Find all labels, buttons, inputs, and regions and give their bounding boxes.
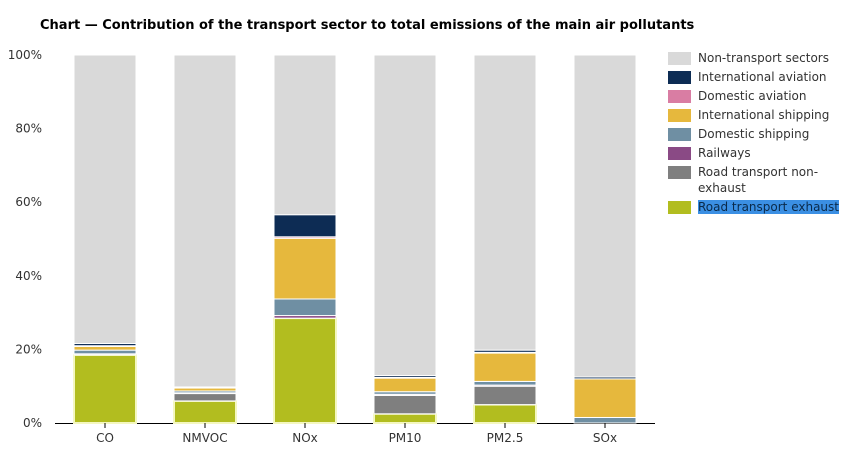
bar-segment[interactable]	[273, 298, 337, 317]
legend-item[interactable]: International shipping	[668, 107, 848, 123]
legend-item[interactable]: Domestic aviation	[668, 88, 848, 104]
legend-swatch	[668, 52, 691, 65]
chart-plot: 0% 20% 40% 60% 80% 100% CO NMVOC NOx PM10 PM2.5 SOx	[8, 48, 655, 445]
legend-label: Non-transport sectors	[698, 51, 829, 65]
bar-segment[interactable]	[373, 54, 437, 377]
bar-segment[interactable]	[573, 416, 637, 424]
bar-segment[interactable]	[573, 378, 637, 418]
legend-label: Railways	[698, 146, 751, 160]
bar-segment[interactable]	[273, 317, 337, 424]
x-tick-label: CO	[96, 431, 114, 445]
legend-swatch	[668, 201, 691, 214]
bar-segment[interactable]	[473, 403, 537, 425]
legend-item[interactable]: Railways	[668, 145, 848, 161]
legend-item[interactable]: Non-transport sectors	[668, 50, 848, 66]
legend-item[interactable]: Road transport non-exhaust	[668, 164, 848, 196]
legend-item[interactable]: Road transport exhaust	[668, 199, 848, 215]
bar-segment[interactable]	[73, 349, 137, 355]
bar-segment[interactable]	[373, 394, 437, 415]
bar-segment[interactable]	[273, 237, 337, 300]
y-tick-label: 40%	[15, 269, 42, 283]
legend-label: Domestic aviation	[698, 89, 807, 103]
x-tick-label: NMVOC	[182, 431, 227, 445]
bar-segment[interactable]	[173, 399, 237, 425]
bar-segment[interactable]	[73, 353, 137, 425]
bar-segment[interactable]	[573, 54, 637, 378]
bar-segment[interactable]	[73, 54, 137, 345]
legend-swatch	[668, 128, 691, 141]
legend-swatch	[668, 109, 691, 122]
bar-segment[interactable]	[473, 385, 537, 406]
bar-segment[interactable]	[273, 54, 337, 216]
legend-label: Domestic shipping	[698, 127, 810, 141]
bar-segment[interactable]	[473, 380, 537, 386]
bar-segment[interactable]	[173, 54, 237, 388]
bar-segment[interactable]	[473, 352, 537, 382]
x-tick-label: PM2.5	[487, 431, 524, 445]
y-tick-label: 0%	[23, 416, 42, 430]
bar-segment[interactable]	[373, 377, 437, 393]
legend-label: International aviation	[698, 70, 827, 84]
y-tick-label: 100%	[8, 48, 42, 62]
x-tick-label: SOx	[593, 431, 617, 445]
bar-segment[interactable]	[73, 345, 137, 351]
y-tick-label: 20%	[15, 342, 42, 356]
bar-segment[interactable]	[273, 214, 337, 238]
legend-swatch	[668, 166, 691, 179]
legend-label: Road transport exhaust	[698, 200, 839, 214]
legend-swatch	[668, 71, 691, 84]
bar-segment[interactable]	[473, 54, 537, 351]
x-tick-label: NOx	[292, 431, 318, 445]
bar-segment[interactable]	[173, 393, 237, 402]
legend-item[interactable]: International aviation	[668, 69, 848, 85]
legend-label: International shipping	[698, 108, 830, 122]
legend-swatch	[668, 147, 691, 160]
legend-item[interactable]: Domestic shipping	[668, 126, 848, 142]
x-tick-label: PM10	[389, 431, 422, 445]
y-tick-label: 60%	[15, 195, 42, 209]
bar-segment[interactable]	[373, 412, 437, 424]
chart-legend: Non-transport sectors International aviat…	[668, 50, 848, 218]
legend-label: Road transport non-exhaust	[698, 165, 819, 195]
y-tick-label: 80%	[15, 122, 42, 136]
chart-title: Chart — Contribution of the transport se…	[40, 18, 695, 33]
legend-swatch	[668, 90, 691, 103]
